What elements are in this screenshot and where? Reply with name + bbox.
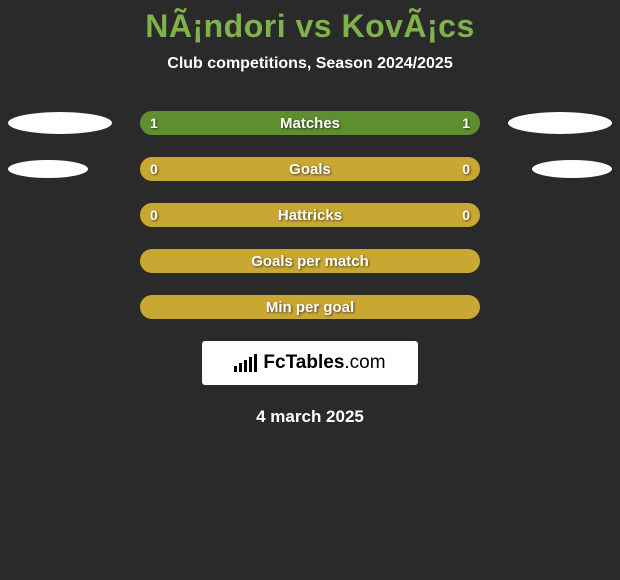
stat-label: Hattricks [140, 203, 480, 227]
stat-row: Matches1 1 [0, 111, 620, 135]
stat-value-right: 0 [462, 157, 470, 181]
player-marker-left [8, 112, 112, 134]
player-marker-left [8, 160, 88, 178]
player-marker-right [532, 160, 612, 178]
stat-value-left: 0 [150, 203, 158, 227]
stat-label: Goals per match [140, 249, 480, 273]
stat-bar: Goals per match [140, 249, 480, 273]
fctables-logo[interactable]: FcTables.com [202, 341, 418, 385]
stats-area: Matches11Goals00Hattricks00Goals per mat… [0, 111, 620, 319]
logo-text: FcTables.com [263, 352, 385, 374]
bars-icon [234, 354, 257, 372]
stat-row: Goals0 0 [0, 157, 620, 181]
stat-label: Min per goal [140, 295, 480, 319]
stat-value-left: 1 [150, 111, 158, 135]
stat-value-right: 1 [462, 111, 470, 135]
page-title: NÃ¡ndori vs KovÃ¡cs [0, 8, 620, 45]
date-line: 4 march 2025 [0, 407, 620, 427]
stat-bar: Min per goal [140, 295, 480, 319]
stat-value-right: 0 [462, 203, 470, 227]
stat-bar: Hattricks0 0 [140, 203, 480, 227]
comparison-card: NÃ¡ndori vs KovÃ¡cs Club competitions, S… [0, 0, 620, 427]
stat-label: Matches [140, 111, 480, 135]
subtitle: Club competitions, Season 2024/2025 [0, 55, 620, 73]
stat-row: Min per goal [0, 295, 620, 319]
player-marker-right [508, 112, 612, 134]
stat-bar: Matches1 1 [140, 111, 480, 135]
stat-label: Goals [140, 157, 480, 181]
stat-row: Hattricks0 0 [0, 203, 620, 227]
stat-value-left: 0 [150, 157, 158, 181]
stat-bar: Goals0 0 [140, 157, 480, 181]
stat-row: Goals per match [0, 249, 620, 273]
